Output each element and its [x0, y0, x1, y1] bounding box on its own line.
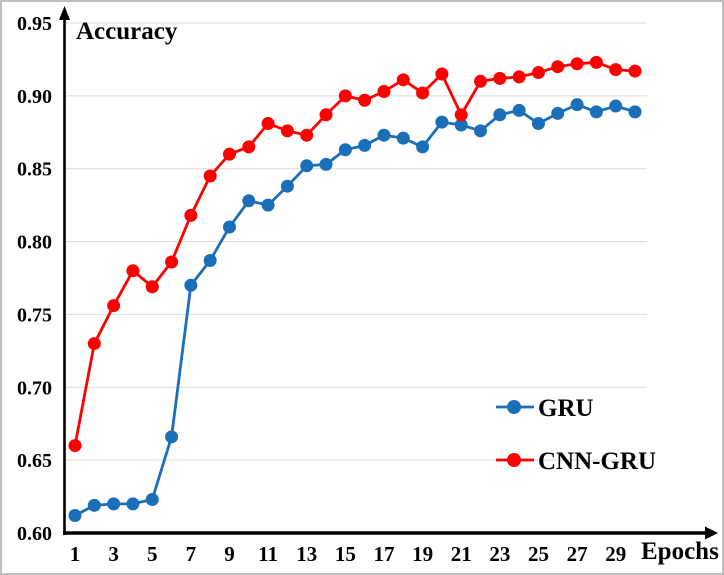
data-point-cnn-gru [145, 280, 159, 294]
data-point-gru [551, 106, 565, 120]
data-point-gru [280, 179, 294, 193]
data-point-gru [338, 143, 352, 157]
data-point-gru [396, 131, 410, 145]
data-point-gru [435, 115, 449, 129]
data-point-cnn-gru [512, 70, 526, 84]
data-point-gru [589, 105, 603, 119]
y-axis-title: Accuracy [76, 18, 178, 45]
x-tick-label: 11 [258, 542, 278, 566]
series-line-cnn-gru [73, 60, 636, 446]
data-point-gru [493, 108, 507, 122]
x-tick-label: 23 [489, 542, 510, 566]
x-tick-label: 1 [70, 542, 81, 566]
x-tick-label: 19 [412, 542, 433, 566]
data-point-cnn-gru [222, 147, 236, 161]
data-point-cnn-gru [242, 140, 256, 154]
data-point-cnn-gru [165, 255, 179, 269]
data-point-gru [454, 118, 468, 132]
y-tick-label: 0.85 [17, 159, 52, 181]
data-point-gru [203, 254, 217, 268]
data-point-gru [68, 509, 82, 523]
data-point-gru [87, 498, 101, 512]
legend-marker-cnn-gru [507, 453, 521, 467]
data-point-cnn-gru [203, 169, 217, 183]
x-tick-label: 29 [605, 542, 626, 566]
data-point-gru [222, 220, 236, 234]
y-tick-label: 0.70 [17, 377, 52, 399]
data-point-cnn-gru [589, 55, 603, 69]
data-point-cnn-gru [280, 124, 294, 138]
data-point-cnn-gru [358, 93, 372, 107]
data-point-cnn-gru [531, 66, 545, 80]
y-tick-label: 0.95 [17, 13, 52, 35]
data-point-cnn-gru [261, 117, 275, 131]
data-point-cnn-gru [628, 64, 642, 78]
x-tick-label: 25 [528, 542, 549, 566]
data-point-cnn-gru [396, 73, 410, 87]
data-point-cnn-gru [300, 128, 314, 142]
data-point-cnn-gru [454, 108, 468, 122]
x-tick-label: 15 [335, 542, 356, 566]
legend-item-gru: GRU [496, 395, 594, 422]
data-point-gru [165, 430, 179, 444]
data-point-gru [358, 138, 372, 152]
data-point-cnn-gru [435, 67, 449, 81]
data-point-gru [107, 497, 121, 511]
legend-item-cnn-gru: CNN-GRU [496, 448, 656, 475]
data-point-gru [474, 124, 488, 138]
y-tick-label: 0.80 [17, 232, 52, 254]
data-point-gru [126, 497, 140, 511]
data-point-cnn-gru [609, 63, 623, 77]
data-point-gru [242, 194, 256, 208]
y-tick-label: 0.75 [17, 304, 52, 326]
data-point-gru [319, 157, 333, 171]
data-point-gru [145, 492, 159, 506]
x-tick-label: 7 [186, 542, 197, 566]
data-point-cnn-gru [416, 86, 430, 100]
data-point-cnn-gru [184, 208, 198, 222]
data-point-cnn-gru [126, 264, 140, 278]
x-tick-label: 27 [567, 542, 588, 566]
x-tick-label: 21 [451, 542, 472, 566]
x-tick-label: 5 [147, 542, 158, 566]
data-point-cnn-gru [551, 60, 565, 74]
data-point-gru [377, 128, 391, 142]
legend-label-gru: GRU [538, 395, 594, 422]
x-tick-label: 17 [373, 542, 394, 566]
y-tick-label: 0.90 [17, 86, 52, 108]
data-point-gru [628, 105, 642, 119]
data-point-gru [184, 278, 198, 292]
data-point-cnn-gru [319, 108, 333, 122]
data-point-cnn-gru [570, 57, 584, 71]
data-point-cnn-gru [107, 299, 121, 313]
x-tick-label: 9 [224, 542, 235, 566]
data-point-gru [300, 159, 314, 173]
x-tick-label: 13 [296, 542, 317, 566]
data-point-gru [416, 140, 430, 154]
data-point-gru [609, 99, 623, 113]
x-tick-label: 3 [108, 542, 119, 566]
legend-label-cnn-gru: CNN-GRU [538, 448, 656, 475]
data-point-gru [531, 117, 545, 131]
data-point-gru [570, 98, 584, 112]
data-point-cnn-gru [68, 439, 82, 453]
legend-marker-gru [507, 400, 521, 414]
x-axis-title: Epochs [641, 538, 719, 565]
legend: GRU CNN-GRU [496, 395, 656, 475]
data-point-cnn-gru [493, 71, 507, 85]
chart-layers: 0.600.650.700.750.800.850.900.951 3 5 7 9 11 1… [17, 6, 718, 566]
data-point-cnn-gru [377, 84, 391, 98]
data-point-cnn-gru [474, 74, 488, 88]
y-tick-label: 0.60 [17, 523, 52, 545]
data-point-gru [512, 103, 526, 117]
y-axis-arrow [59, 6, 70, 20]
data-point-cnn-gru [338, 89, 352, 103]
data-point-cnn-gru [87, 337, 101, 351]
x-axis-arrow [705, 526, 718, 540]
data-point-gru [261, 198, 275, 212]
y-tick-label: 0.65 [17, 450, 52, 472]
